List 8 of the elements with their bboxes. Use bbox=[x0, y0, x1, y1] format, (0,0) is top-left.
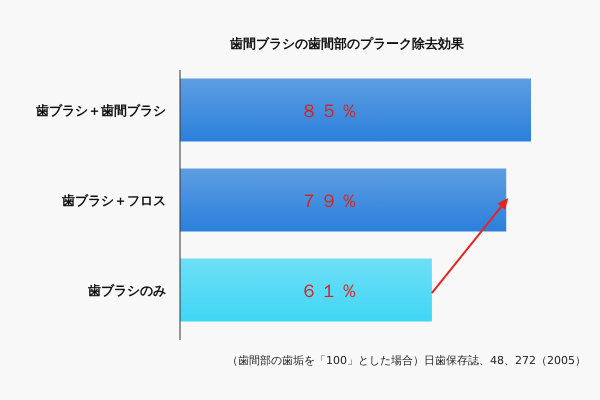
y-tick-label: 歯ブラシのみ bbox=[87, 283, 166, 299]
chart-title: 歯間ブラシの歯間部のプラーク除去効果 bbox=[229, 36, 465, 52]
data-label: ６１％ bbox=[300, 281, 360, 302]
data-label: ７９％ bbox=[300, 191, 360, 212]
y-tick-label: 歯ブラシ＋フロス bbox=[61, 193, 166, 209]
data-label: ８５％ bbox=[300, 101, 360, 122]
y-tick-label: 歯ブラシ＋歯間ブラシ bbox=[35, 103, 166, 119]
text: （歯間部の歯垢を「100」とした場合）日歯保存誌、48、272（2005） bbox=[227, 354, 586, 367]
